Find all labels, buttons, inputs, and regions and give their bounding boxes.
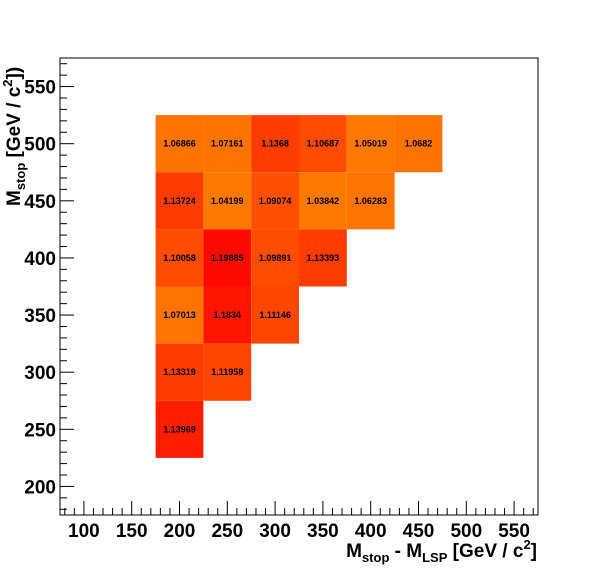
y-tick-label: 450 <box>24 192 56 213</box>
x-axis-title-close: ] <box>531 541 537 562</box>
cell-value-label: 1.0682 <box>405 139 433 149</box>
x-axis-title-sub2: LSP <box>422 550 448 565</box>
y-tick-label: 250 <box>24 420 56 441</box>
cell-value-label: 1.19885 <box>211 253 244 263</box>
cell-value-label: 1.1368 <box>261 139 289 149</box>
x-tick-label: 350 <box>307 521 339 542</box>
x-axis-title-unit: [GeV / c <box>447 541 523 562</box>
cell-value-label: 1.06283 <box>354 196 387 206</box>
cell-value-label: 1.07161 <box>211 139 244 149</box>
x-tick-label: 100 <box>68 521 100 542</box>
cell-value-label: 1.06866 <box>163 139 196 149</box>
cell-value-label: 1.13969 <box>163 424 196 434</box>
y-tick-label: 200 <box>24 477 56 498</box>
y-tick-label: 350 <box>24 306 56 327</box>
cell-value-label: 1.11958 <box>211 367 243 377</box>
x-tick-label: 500 <box>450 521 482 542</box>
x-tick-label: 450 <box>403 521 435 542</box>
cell-value-label: 1.09891 <box>259 253 292 263</box>
y-axis-title-unit: [GeV / c <box>4 86 25 162</box>
y-axis-title: Mstop [GeV / c2]) <box>0 67 28 206</box>
y-tick-label: 300 <box>24 363 56 384</box>
y-tick-label: 500 <box>24 135 56 156</box>
cell-value-label: 1.1834 <box>214 310 242 320</box>
y-axis-title-m: M <box>4 190 25 206</box>
cell-value-label: 1.11146 <box>259 310 291 320</box>
cell-value-label: 1.05019 <box>354 139 387 149</box>
cell-value-label: 1.04199 <box>211 196 244 206</box>
y-tick-label: 400 <box>24 249 56 270</box>
y-axis-title-sup: 2 <box>0 79 15 86</box>
x-tick-label: 400 <box>355 521 387 542</box>
x-tick-label: 150 <box>116 521 148 542</box>
x-axis-title-sub1: stop <box>362 550 390 565</box>
y-tick-label: 550 <box>24 78 56 99</box>
x-axis-title-sup: 2 <box>523 537 530 552</box>
cell-value-label: 1.13724 <box>163 196 196 206</box>
cell-value-label: 1.10687 <box>307 139 340 149</box>
cell-value-label: 1.13319 <box>163 367 196 377</box>
x-tick-label: 300 <box>259 521 291 542</box>
y-axis-title-close: ]) <box>4 67 25 80</box>
cell-value-label: 1.07013 <box>163 310 196 320</box>
x-axis-title-mid: - M <box>389 541 422 562</box>
cell-value-label: 1.10058 <box>163 253 196 263</box>
cell-value-label: 1.09074 <box>259 196 292 206</box>
x-axis-title-m1: M <box>346 541 362 562</box>
cell-value-label: 1.03842 <box>307 196 340 206</box>
x-tick-label: 200 <box>164 521 196 542</box>
cell-value-label: 1.13393 <box>307 253 340 263</box>
y-axis-title-sub: stop <box>13 163 28 191</box>
x-tick-label: 250 <box>211 521 243 542</box>
